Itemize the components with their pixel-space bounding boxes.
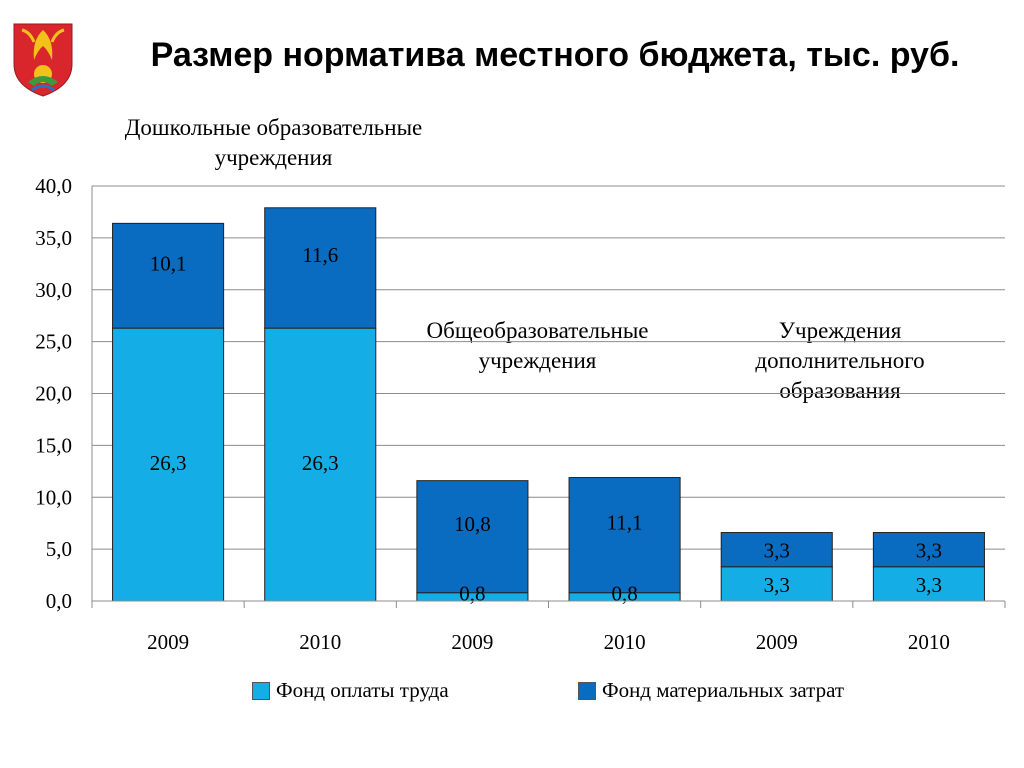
data-label: 0,8 xyxy=(611,582,637,606)
coat-of-arms-icon xyxy=(13,23,73,97)
legend-item-fot: Фонд оплаты труда xyxy=(252,678,449,703)
bar-segment xyxy=(264,207,377,329)
y-tick-label: 25,0 xyxy=(35,330,72,354)
data-label: 3,3 xyxy=(916,539,942,563)
data-label: 26,3 xyxy=(150,451,187,475)
bar-segment xyxy=(872,532,985,568)
x-tick-label: 2010 xyxy=(908,630,950,654)
x-tick-label: 2009 xyxy=(451,630,493,654)
legend-label-fmz: Фонд материальных затрат xyxy=(602,678,845,702)
group-label-additional: Учреждения дополнительного образования xyxy=(755,318,925,403)
group-label-general: Общеобразовательные учреждения xyxy=(426,318,649,373)
data-label: 11,1 xyxy=(607,510,643,534)
y-tick-label: 15,0 xyxy=(35,433,72,457)
data-label: 0,8 xyxy=(459,582,485,606)
bar-segment xyxy=(264,327,377,602)
x-tick-label: 2009 xyxy=(147,630,189,654)
data-label: 3,3 xyxy=(916,573,942,597)
bar-segment xyxy=(568,477,681,594)
page-title: Размер норматива местного бюджета, тыс. … xyxy=(150,36,960,74)
data-label: 26,3 xyxy=(302,451,339,475)
data-label: 11,6 xyxy=(302,243,338,267)
bar-segment xyxy=(872,566,985,602)
data-label: 3,3 xyxy=(764,539,790,563)
bar-segment xyxy=(720,566,833,602)
legend-label-fot: Фонд оплаты труда xyxy=(276,678,449,702)
legend-swatch-fot xyxy=(252,681,270,700)
y-tick-label: 0,0 xyxy=(46,589,72,613)
legend-item-fmz: Фонд материальных затрат xyxy=(578,678,844,703)
x-tick-label: 2010 xyxy=(604,630,646,654)
bar-segment xyxy=(416,480,529,594)
data-label: 10,8 xyxy=(454,512,491,536)
legend-swatch-fmz xyxy=(578,681,596,700)
y-tick-label: 10,0 xyxy=(35,485,72,509)
bar-segment xyxy=(720,532,833,568)
x-tick-label: 2010 xyxy=(299,630,341,654)
y-tick-label: 20,0 xyxy=(35,382,72,406)
data-label: 10,1 xyxy=(150,252,187,276)
x-tick-label: 2009 xyxy=(756,630,798,654)
group-label-preschool: Дошкольные образовательные учреждения xyxy=(124,115,423,170)
bar-segment xyxy=(112,222,225,329)
y-tick-label: 40,0 xyxy=(35,174,72,198)
y-tick-label: 35,0 xyxy=(35,226,72,250)
y-tick-label: 30,0 xyxy=(35,278,72,302)
data-label: 3,3 xyxy=(764,573,790,597)
y-tick-label: 5,0 xyxy=(46,537,72,561)
